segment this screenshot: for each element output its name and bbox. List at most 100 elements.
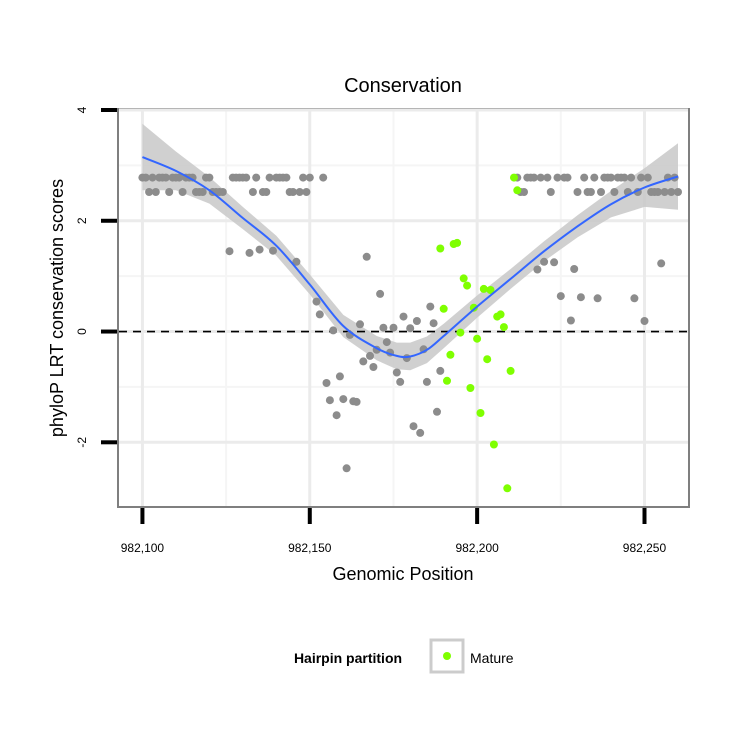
data-point-other — [436, 366, 445, 375]
data-point-other — [643, 173, 652, 182]
data-point-other — [416, 428, 425, 437]
data-point-mature — [436, 244, 445, 253]
data-point-other — [586, 188, 595, 196]
data-point-other — [563, 173, 572, 182]
data-point-other — [289, 188, 297, 196]
data-point-other — [520, 188, 528, 196]
x-tick-label: 982,200 — [455, 541, 499, 555]
data-point-other — [667, 188, 676, 196]
data-point-mature — [503, 484, 512, 493]
data-point-other — [543, 173, 552, 182]
data-point-other — [178, 188, 187, 196]
data-point-other — [198, 188, 207, 196]
data-point-other — [630, 294, 639, 303]
data-point-other — [379, 323, 388, 332]
data-point-other — [536, 173, 545, 182]
data-point-other — [319, 173, 328, 182]
data-point-mature — [473, 334, 482, 343]
x-axis: 982,100 982,150 982,200 982,250 — [121, 508, 667, 555]
data-point-other — [205, 173, 214, 182]
data-point-other — [295, 188, 304, 196]
y-axis: -2 0 2 4 — [75, 106, 117, 448]
data-point-other — [399, 312, 408, 321]
data-point-other — [141, 173, 150, 182]
data-point-other — [660, 188, 669, 196]
data-point-other — [335, 372, 344, 381]
data-point-other — [590, 173, 599, 182]
data-point-mature — [489, 440, 498, 449]
data-point-other — [248, 188, 257, 196]
data-point-other — [362, 252, 371, 261]
data-point-mature — [443, 376, 451, 385]
points-mature-series — [436, 173, 522, 493]
data-point-other — [282, 173, 291, 182]
data-point-other — [402, 354, 411, 363]
data-point-other — [325, 396, 334, 405]
data-point-other — [302, 188, 311, 196]
smooth-trend-line — [142, 156, 679, 359]
data-point-mature — [456, 328, 465, 337]
data-point-other — [653, 188, 662, 196]
data-point-other — [299, 173, 308, 182]
data-point-other — [255, 245, 264, 254]
data-point-other — [576, 293, 585, 302]
data-point-other — [607, 173, 615, 182]
data-point-other — [422, 377, 431, 386]
data-point-mature — [499, 323, 508, 332]
data-point-mature — [466, 384, 475, 392]
data-point-other — [225, 247, 234, 256]
data-point-other — [610, 188, 619, 196]
data-point-other — [640, 317, 649, 325]
data-point-other — [218, 188, 227, 196]
data-point-mature — [486, 286, 495, 294]
data-point-mature — [496, 310, 505, 319]
data-point-other — [359, 357, 368, 366]
data-point-other — [580, 173, 589, 182]
data-point-other — [674, 188, 682, 196]
data-point-other — [161, 173, 170, 182]
data-point-other — [657, 259, 666, 268]
legend-label-mature: Mature — [470, 650, 514, 666]
data-point-mature — [483, 355, 492, 364]
data-point-other — [305, 173, 314, 182]
data-point-other — [369, 363, 378, 371]
data-point-other — [396, 377, 405, 386]
plot-panel — [117, 108, 690, 508]
legend-key-mature-dot — [443, 652, 451, 660]
data-point-other — [412, 317, 421, 325]
data-point-other — [312, 297, 321, 306]
data-point-other — [627, 173, 636, 182]
x-tick-label: 982,250 — [623, 541, 667, 555]
data-point-other — [366, 351, 374, 360]
chart-title: Conservation — [344, 75, 462, 97]
data-point-other — [533, 265, 542, 274]
data-point-other — [352, 397, 361, 406]
data-point-mature — [506, 366, 515, 375]
x-tick-label: 982,100 — [121, 541, 165, 555]
data-point-mature — [476, 409, 485, 417]
data-point-other — [165, 188, 174, 196]
data-point-other — [342, 464, 351, 473]
data-point-other — [566, 316, 575, 325]
data-point-other — [265, 173, 274, 182]
data-point-other — [376, 289, 385, 298]
y-tick-label: -2 — [75, 437, 89, 448]
data-point-other — [145, 188, 154, 196]
data-point-other — [245, 248, 254, 257]
points-other-series — [138, 173, 682, 473]
data-point-mature — [453, 238, 462, 247]
data-point-mature — [513, 186, 522, 195]
data-point-other — [540, 257, 549, 266]
data-point-other — [530, 173, 538, 182]
data-point-other — [556, 292, 565, 301]
data-point-other — [620, 173, 629, 182]
data-point-other — [175, 173, 184, 182]
data-point-other — [339, 395, 348, 404]
data-point-other — [382, 338, 391, 347]
data-point-other — [546, 188, 555, 196]
data-point-other — [426, 302, 435, 311]
data-point-other — [550, 258, 559, 267]
data-point-other — [392, 368, 401, 377]
data-point-other — [593, 294, 602, 303]
